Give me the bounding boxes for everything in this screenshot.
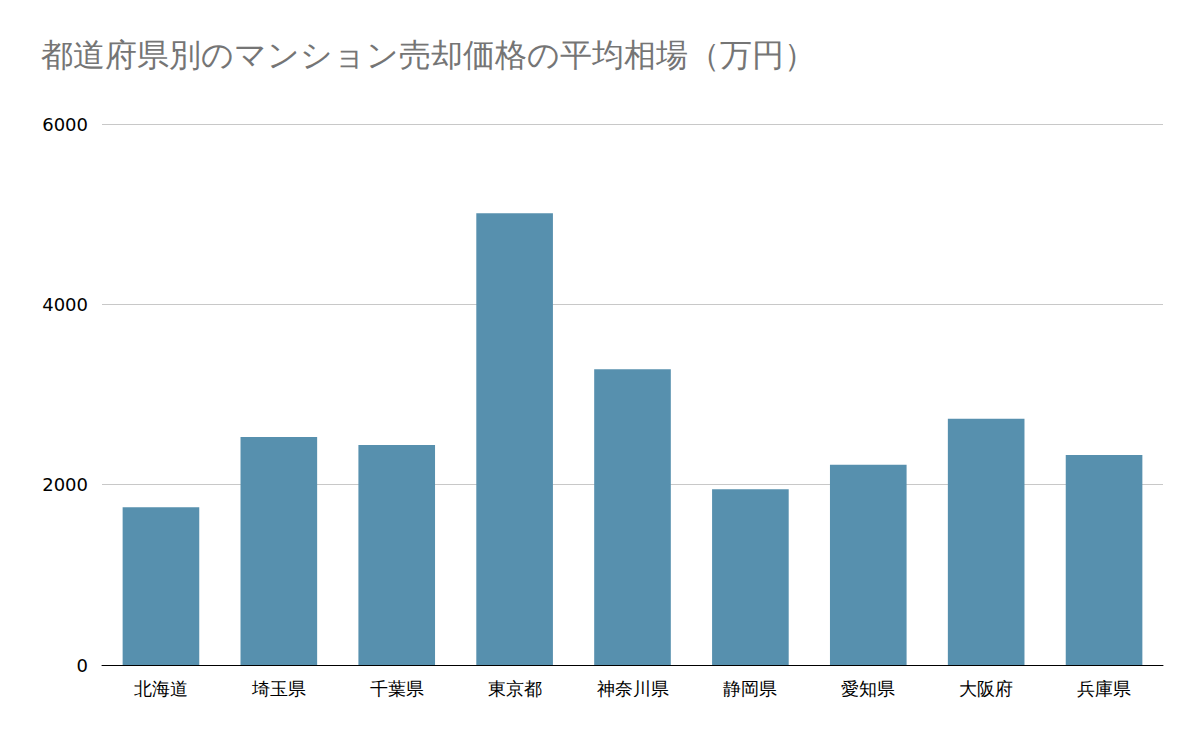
svg-text:埼玉県: 埼玉県: [251, 678, 306, 699]
svg-text:0: 0: [77, 655, 88, 676]
svg-text:愛知県: 愛知県: [841, 678, 895, 699]
svg-text:6000: 6000: [42, 114, 88, 135]
svg-text:2000: 2000: [42, 474, 88, 495]
svg-text:静岡県: 静岡県: [723, 678, 777, 699]
svg-text:大阪府: 大阪府: [959, 678, 1013, 699]
svg-text:東京都: 東京都: [488, 678, 542, 699]
svg-text:都道府県別のマンション売却価格の平均相場（万円）: 都道府県別のマンション売却価格の平均相場（万円）: [41, 36, 816, 74]
svg-text:兵庫県: 兵庫県: [1077, 678, 1131, 699]
svg-text:4000: 4000: [42, 294, 88, 315]
svg-text:千葉県: 千葉県: [370, 678, 424, 699]
svg-text:神奈川県: 神奈川県: [597, 678, 669, 699]
svg-text:北海道: 北海道: [134, 678, 188, 699]
